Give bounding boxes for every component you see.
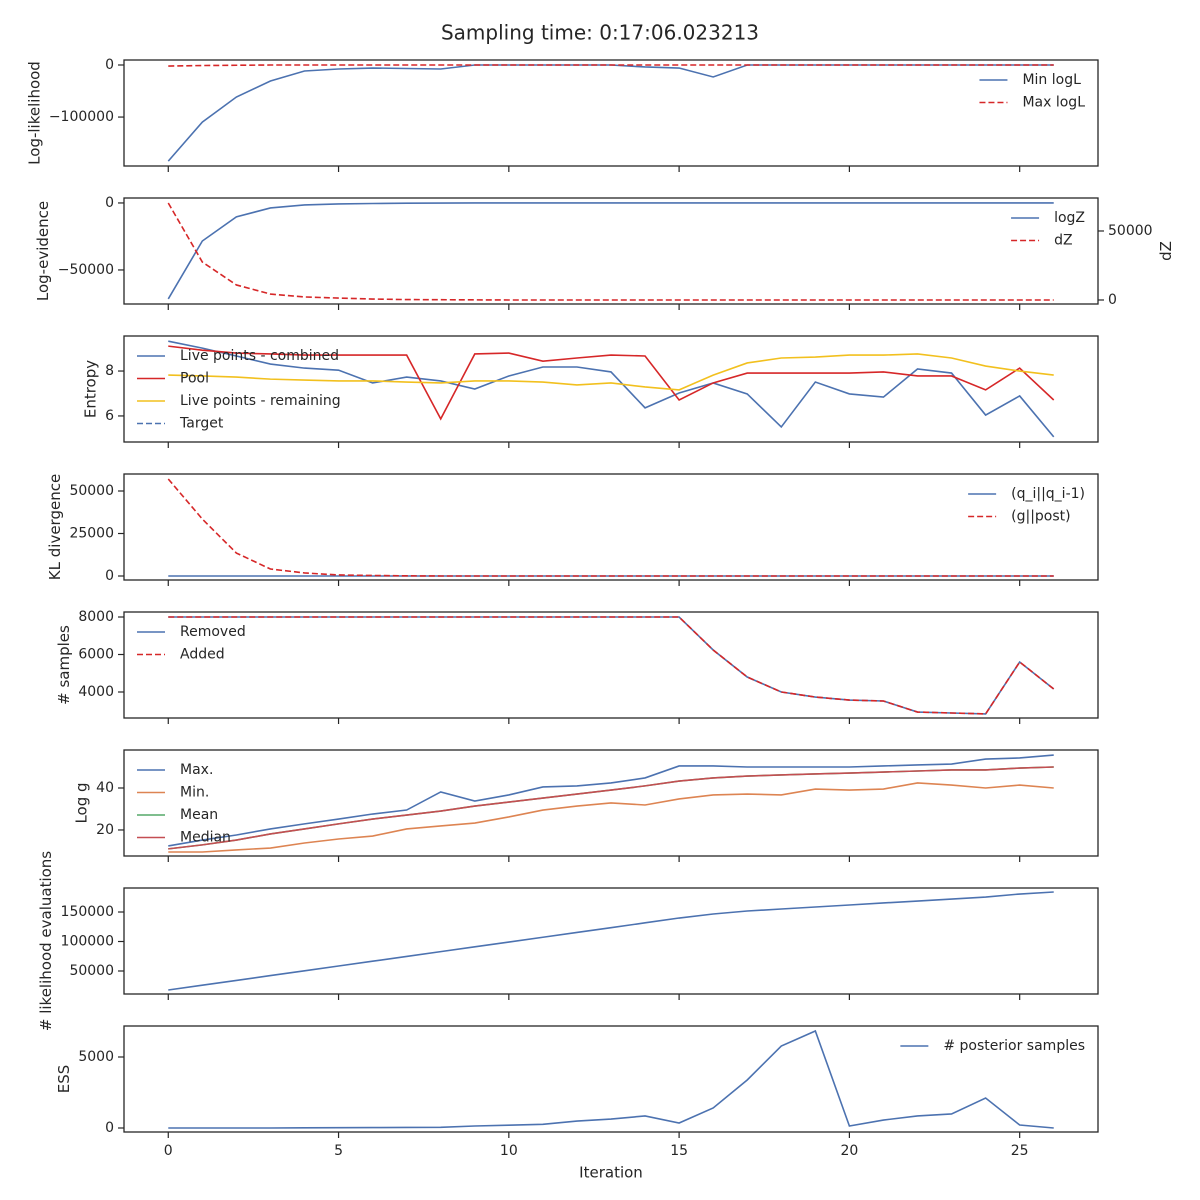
y-tick-label: 6 (105, 408, 114, 424)
y-tick-label: 0 (105, 1120, 114, 1136)
x-axis-label: Iteration (579, 1164, 643, 1182)
legend-label: (g||post) (1011, 509, 1070, 525)
series-line (168, 353, 1054, 391)
x-tick-label: 15 (670, 1143, 688, 1159)
y-axis-label: ESS (55, 1065, 73, 1094)
x-tick-label: 5 (334, 1143, 343, 1159)
y2-tick-label: 0 (1108, 292, 1117, 308)
legend-label: # posterior samples (943, 1038, 1085, 1054)
y-tick-label: 0 (105, 195, 114, 211)
y2-axis-label: dZ (1157, 241, 1175, 261)
legend-label: Min. (180, 785, 209, 801)
plot-frame (123, 335, 1099, 443)
legend-label: dZ (1054, 233, 1072, 249)
y-axis-label: Log-evidence (34, 201, 52, 301)
legend-label: Min logL (1022, 72, 1081, 88)
plot-frame (123, 749, 1099, 857)
legend-label: Pool (180, 371, 209, 387)
series-line (168, 64, 1054, 67)
series-line (167, 202, 1054, 300)
series-line (167, 202, 1054, 301)
y-axis-label: Log-likelihood (25, 61, 43, 165)
series-line (168, 1029, 1054, 1129)
legend-label: Added (180, 647, 225, 663)
y-tick-label: −50000 (58, 262, 114, 278)
plot-frame (123, 473, 1099, 581)
y-tick-label: 50000 (69, 963, 114, 979)
figure-title: Sampling time: 0:17:06.023213 (441, 21, 759, 45)
plot-frame (123, 59, 1099, 167)
y-tick-label: 8000 (78, 609, 114, 625)
legend-label: Live points - combined (180, 348, 339, 364)
y-tick-label: 150000 (61, 904, 114, 920)
y-axis-label: KL divergence (46, 474, 64, 580)
series-line (168, 616, 1055, 715)
legend-label: Target (179, 416, 224, 432)
series-line (168, 782, 1054, 853)
y-tick-label: 20 (96, 822, 114, 838)
y-tick-label: 100000 (61, 934, 114, 950)
y-tick-label: 4000 (78, 684, 114, 700)
y-tick-label: 0 (105, 57, 114, 73)
y-tick-label: 25000 (69, 526, 114, 542)
series-line (168, 340, 1055, 438)
series-line (168, 345, 1055, 421)
legend-label: Max. (180, 762, 213, 778)
series-line (167, 478, 1054, 577)
plot-frame (123, 611, 1099, 719)
x-tick-label: 25 (1011, 1143, 1029, 1159)
legend-label: Removed (180, 624, 246, 640)
legend-label: (q_i||q_i-1) (1011, 486, 1085, 502)
y-tick-label: 6000 (78, 647, 114, 663)
y-tick-label: −100000 (49, 109, 114, 125)
y-tick-label: 0 (105, 568, 114, 584)
legend-label: Max logL (1022, 95, 1085, 111)
plot-frame (123, 197, 1099, 305)
series-line (168, 891, 1054, 991)
legend-label: Mean (180, 807, 218, 823)
legend-label: Median (180, 830, 231, 846)
y-tick-label: 50000 (69, 483, 114, 499)
y-tick-label: 40 (96, 780, 114, 796)
y2-tick-label: 50000 (1108, 223, 1153, 239)
y-tick-label: 5000 (78, 1049, 114, 1065)
x-tick-label: 0 (164, 1143, 173, 1159)
x-tick-label: 10 (500, 1143, 518, 1159)
series-line (168, 766, 1054, 850)
x-tick-label: 20 (840, 1143, 858, 1159)
legend-label: Live points - remaining (180, 393, 341, 409)
series-line (168, 754, 1054, 847)
y-axis-label: Entropy (82, 360, 100, 418)
y-axis-label: # likelihood evaluations (37, 851, 55, 1031)
plot-frame (123, 1025, 1099, 1133)
y-axis-label: # samples (55, 625, 73, 705)
y-axis-label: Log g (73, 782, 91, 823)
plot-frame (123, 887, 1099, 995)
y-tick-label: 8 (105, 363, 114, 379)
legend-label: logZ (1054, 210, 1085, 226)
